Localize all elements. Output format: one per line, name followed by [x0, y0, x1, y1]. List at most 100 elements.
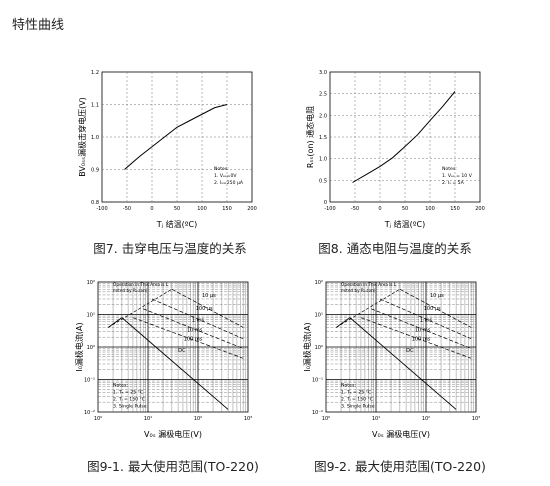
notes-text: Notes:	[214, 166, 229, 172]
notes-text: 3. Single Pulse	[341, 404, 375, 410]
y-tick-label: 10⁻¹	[84, 378, 95, 384]
notes-text: 1. Vₑₛ=0V	[214, 173, 237, 179]
chart-breakdown-voltage: -100 -50 0 50 100 150 200 0.8 0.9 1.0 1.1 1.2 Notes:…	[77, 70, 257, 229]
x-tick-label: 100	[197, 206, 207, 212]
x-tick-label: -100	[96, 206, 107, 212]
x-tick-label: 150	[222, 206, 232, 212]
pulse-label: 10 ms	[415, 327, 431, 333]
y-tick-label: 10²	[87, 280, 95, 286]
y-tick-label: 10²	[315, 280, 323, 286]
annotation-text: mited by Rₛₛ(on)	[113, 288, 148, 293]
y-tick-label: 10¹	[315, 313, 323, 319]
x-axis-label: Tⱼ 结温(ºC)	[384, 219, 425, 229]
x-tick-label: 150	[450, 206, 460, 212]
notes-text: 1. Tₑ = 25 °C	[113, 390, 143, 396]
x-tick-label: 10³	[472, 416, 480, 422]
pulse-boundary-line	[399, 288, 472, 328]
annotation-text: mited by Rₛₛ(on)	[341, 288, 376, 293]
x-axis-label: Tⱼ 结温(ºC)	[156, 219, 197, 229]
pulse-label: 1 ms	[420, 318, 433, 324]
pulse-label: 100 μs	[424, 306, 441, 312]
pulse-label: 100 ms	[412, 336, 431, 342]
x-tick-label: 50	[174, 206, 180, 212]
page-heading: 特性曲线	[12, 18, 65, 33]
rds-limit-line	[108, 288, 173, 328]
y-tick-label: 10⁰	[315, 345, 323, 351]
chart-soa-2: 10⁰ 10¹ 10² 10³ 10⁻² 10⁻¹ 10⁰ 10¹ 10² 10 μs 100 μs…	[302, 280, 480, 439]
notes-text: 2. Iₛ=250 μA	[214, 180, 244, 186]
x-tick-label: 200	[475, 206, 485, 212]
dc-line	[349, 317, 457, 410]
y-tick-label: 0.8	[91, 200, 99, 206]
notes-text: 2. Tⱼ = 150 °C	[113, 397, 145, 403]
y-tick-label: 1.0	[319, 157, 327, 163]
caption-fig8: 图8. 通态电阻与温度的关系	[318, 241, 472, 256]
y-tick-label: 0.5	[319, 178, 327, 184]
x-tick-label: -50	[351, 206, 359, 212]
y-tick-label: 1.0	[91, 135, 99, 141]
x-tick-label: 10¹	[372, 416, 380, 422]
y-tick-label: 10¹	[87, 313, 95, 319]
data-line	[124, 104, 228, 170]
y-tick-label: 10⁰	[87, 345, 95, 351]
y-axis-label: I₀漏极电流(A)	[74, 322, 84, 371]
x-axis-label: V₀ₛ 漏极电压(V)	[372, 429, 430, 439]
y-tick-label: 2.0	[319, 113, 327, 119]
x-tick-label: -100	[324, 206, 335, 212]
pulse-label: 10 ms	[187, 327, 203, 333]
notes-text: 2. Iₛ = 5A	[442, 180, 465, 186]
annotation-text: Operation in This Area is L	[113, 282, 169, 287]
y-axis-label: Rₛₛ(on) 通态电阻	[305, 106, 315, 168]
x-tick-label: 0	[150, 206, 153, 212]
x-tick-label: 10²	[422, 416, 430, 422]
y-tick-label: 3.0	[319, 70, 327, 76]
y-axis-label: BV₀ₛₛ漏极击穿电压(V)	[77, 97, 87, 177]
annotation-text: Operation in This Area is L	[341, 282, 397, 287]
pulse-label: DC	[406, 348, 414, 354]
dc-line-start	[107, 317, 123, 328]
y-tick-label: 1.2	[91, 70, 99, 76]
pulse-boundary-line	[379, 298, 472, 340]
pulse-label: 100 μs	[196, 306, 213, 312]
pulse-label: 1 ms	[192, 318, 205, 324]
y-tick-label: 10⁻²	[84, 410, 95, 416]
chart-soa-1: 10⁰ 10¹ 10² 10³ 10⁻² 10⁻¹ 10⁰ 10¹ 10² 10 μs 100 μs…	[74, 280, 252, 439]
x-tick-label: 100	[425, 206, 435, 212]
pulse-boundary-line	[360, 317, 472, 359]
y-tick-label: 1.5	[319, 135, 327, 141]
x-tick-label: 10⁰	[322, 416, 330, 422]
data-line	[352, 91, 456, 183]
x-tick-label: 0	[378, 206, 381, 212]
y-tick-label: 0	[324, 200, 327, 206]
x-tick-label: 10¹	[144, 416, 152, 422]
pulse-label: DC	[178, 348, 186, 354]
y-tick-label: 0.9	[91, 168, 99, 174]
dc-line-start	[335, 317, 351, 328]
x-tick-label: 50	[402, 206, 408, 212]
caption-fig9-1: 图9-1. 最大使用范围(TO-220)	[87, 459, 259, 474]
pulse-label: 10 μs	[430, 293, 444, 299]
pulse-boundary-line	[151, 298, 244, 340]
notes-text: Notes:	[113, 383, 128, 389]
x-tick-label: 10²	[194, 416, 202, 422]
y-axis-label: I₀漏极电流(A)	[302, 322, 312, 371]
pulse-boundary-line	[171, 288, 244, 328]
caption-fig9-2: 图9-2. 最大使用范围(TO-220)	[314, 459, 486, 474]
x-axis-label: V₀ₛ 漏极电压(V)	[144, 429, 202, 439]
notes-text: 1. Vₑₛ = 10 V	[442, 173, 473, 179]
notes-text: 1. Tₑ = 25 °C	[341, 390, 371, 396]
y-tick-label: 10⁻²	[312, 410, 323, 416]
pulse-label: 100 ms	[184, 336, 203, 342]
notes-text: 2. Tⱼ = 150 °C	[341, 397, 373, 403]
x-tick-label: 10³	[244, 416, 252, 422]
x-tick-label: 200	[247, 206, 257, 212]
dc-line	[121, 317, 229, 410]
notes-text: 3. Single Pulse	[113, 404, 147, 410]
caption-fig7: 图7. 击穿电压与温度的关系	[93, 241, 247, 256]
chart-on-resistance: -100 -50 0 50 100 150 200 0 0.5 1.0 1.5 2.0 2.5 3.0 No…	[305, 70, 485, 229]
rds-limit-line	[336, 288, 401, 328]
pulse-boundary-line	[132, 317, 244, 359]
y-tick-label: 2.5	[319, 92, 327, 98]
notes-text: Notes:	[442, 166, 457, 172]
y-tick-label: 1.1	[91, 103, 99, 109]
